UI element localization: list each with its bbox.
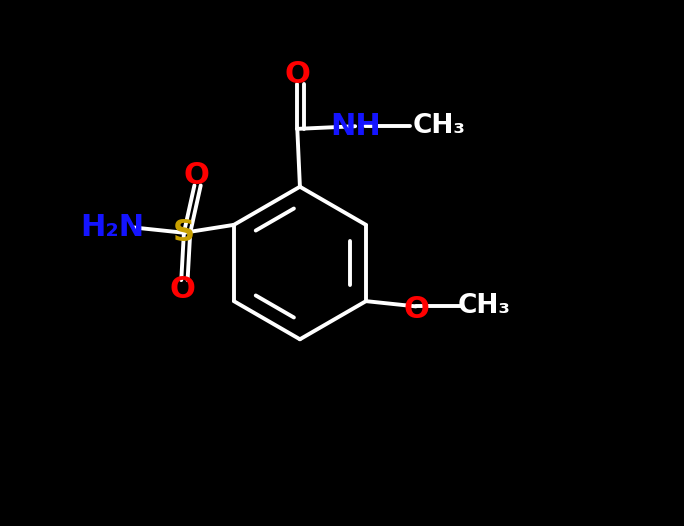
Text: O: O [285,60,311,89]
Text: H₂N: H₂N [80,213,144,242]
Text: O: O [170,275,196,304]
Text: CH₃: CH₃ [458,294,511,319]
Text: S: S [173,218,195,247]
Text: NH: NH [330,112,380,141]
Text: CH₃: CH₃ [413,113,466,139]
Text: O: O [403,295,429,323]
Text: O: O [183,161,209,190]
